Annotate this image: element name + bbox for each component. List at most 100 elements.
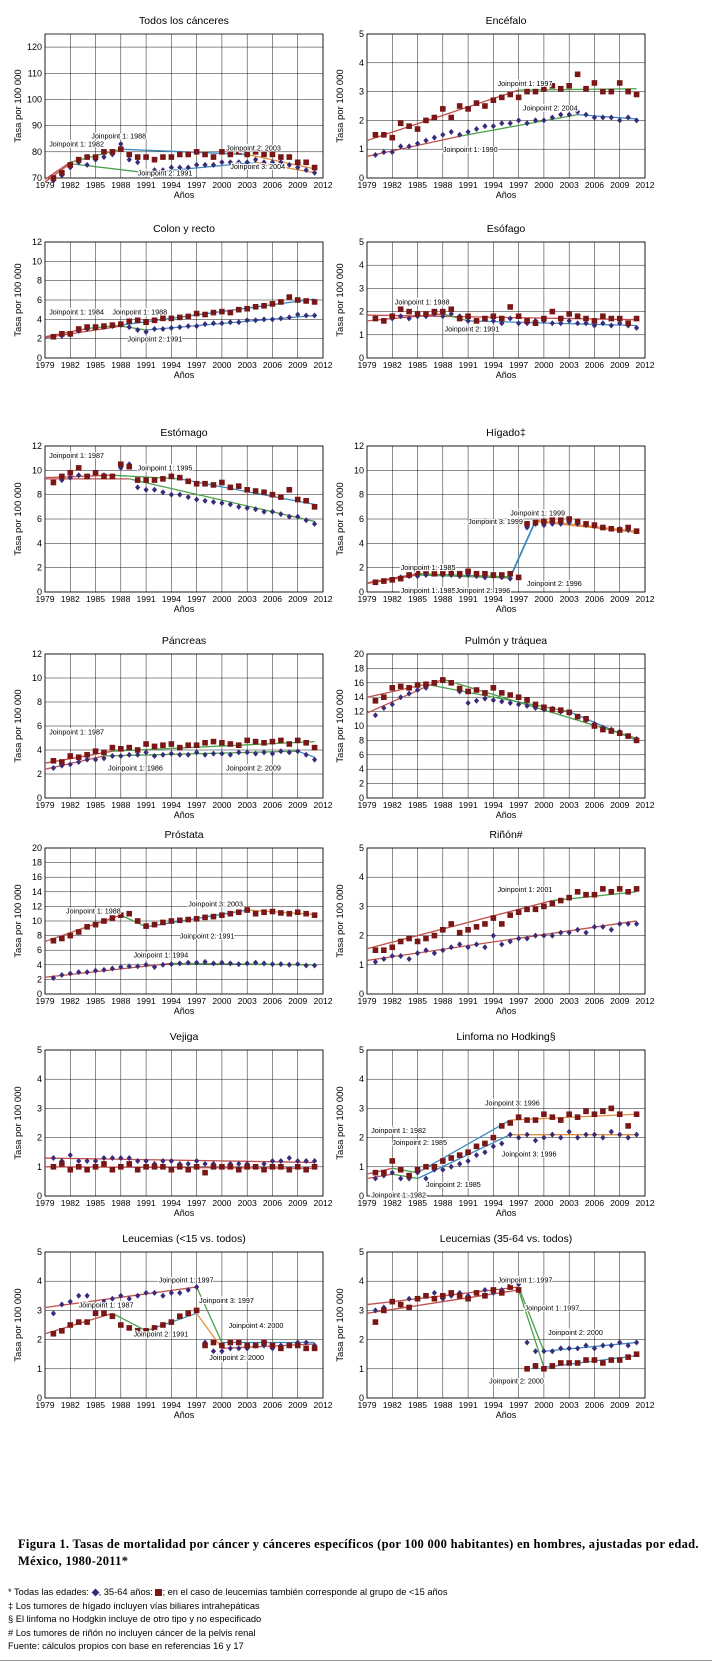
- data-point-diamond: [482, 1149, 488, 1156]
- data-point-diamond: [482, 1286, 488, 1293]
- x-tick-label: 1994: [162, 180, 181, 190]
- data-point-square: [633, 91, 640, 98]
- data-point-square: [261, 1166, 267, 1173]
- data-point-square: [608, 315, 615, 322]
- data-point-square: [633, 737, 640, 744]
- trend-segment: [196, 1312, 223, 1349]
- x-tick-label: 2009: [610, 1198, 629, 1208]
- data-point-square: [286, 1342, 293, 1349]
- data-point-diamond: [608, 1128, 614, 1135]
- data-point-diamond: [278, 511, 284, 518]
- joinpoint-annotation: Joinpoint 1: 1988: [395, 298, 450, 307]
- y-tick-label: 12: [354, 441, 364, 451]
- data-point-square: [608, 1357, 615, 1363]
- data-point-square: [473, 924, 480, 930]
- data-point-square: [185, 1166, 192, 1173]
- data-point-square: [440, 1293, 446, 1299]
- data-point-square: [252, 303, 259, 310]
- data-point-diamond: [398, 694, 404, 701]
- y-tick-label: 10: [32, 465, 42, 475]
- data-point-square: [456, 103, 463, 109]
- chart-12: 1979 1982 1985 1988 1991 1994 1997 2000 2003 2006…: [13, 1233, 333, 1420]
- data-point-square: [303, 497, 309, 504]
- data-point-square: [482, 103, 488, 109]
- data-point-square: [482, 921, 488, 927]
- y-axis-label: Tasa por 100 000: [13, 1086, 24, 1159]
- data-point-diamond: [499, 698, 505, 705]
- y-axis-label: Tasa por 100 000: [335, 482, 346, 555]
- x-tick-label: 1994: [162, 1198, 181, 1208]
- x-tick-label: 1994: [484, 996, 503, 1006]
- data-point-square: [59, 759, 65, 765]
- data-point-diamond: [372, 712, 379, 719]
- data-point-square: [515, 574, 522, 581]
- data-point-square: [151, 477, 158, 483]
- data-point-diamond: [591, 923, 598, 930]
- data-point-diamond: [608, 114, 614, 121]
- x-axis-label: Años: [496, 1006, 517, 1016]
- joinpoint-annotation: Joinpoint 2: 1991: [445, 324, 500, 333]
- data-point-diamond: [423, 571, 429, 578]
- y-tick-label: 10: [354, 465, 364, 475]
- x-tick-label: 1979: [357, 1198, 376, 1208]
- data-point-square: [541, 315, 547, 322]
- data-point-diamond: [490, 932, 496, 939]
- data-point-diamond: [558, 111, 564, 118]
- data-point-square: [252, 149, 259, 155]
- y-tick-label: 110: [28, 68, 42, 78]
- data-point-diamond: [101, 1298, 107, 1305]
- x-tick-label: 1979: [35, 996, 54, 1006]
- x-tick-label: 2012: [635, 594, 654, 604]
- x-tick-label: 2006: [263, 360, 282, 370]
- y-tick-label: 120: [27, 42, 42, 52]
- data-point-diamond: [219, 1348, 225, 1355]
- data-point-square: [381, 947, 387, 953]
- data-point-diamond: [135, 963, 141, 970]
- data-point-square: [269, 1164, 276, 1170]
- x-tick-label: 1985: [408, 594, 427, 604]
- data-point-square: [286, 741, 293, 747]
- data-point-square: [311, 504, 318, 510]
- data-point-square: [515, 694, 522, 700]
- joinpoint-annotation: Joinpoint 2: 1996: [455, 586, 510, 595]
- y-tick-label: 5: [359, 237, 364, 247]
- data-point-square: [557, 1360, 564, 1366]
- data-point-diamond: [558, 320, 564, 327]
- data-point-diamond: [143, 169, 149, 176]
- data-point-diamond: [168, 961, 174, 968]
- data-point-diamond: [76, 1157, 82, 1164]
- data-point-diamond: [381, 1304, 387, 1311]
- data-point-diamond: [194, 749, 200, 756]
- data-point-diamond: [372, 151, 379, 158]
- y-tick-label: 0: [37, 587, 42, 597]
- data-point-square: [84, 752, 90, 758]
- trend-segment: [366, 1173, 393, 1180]
- y-axis-label: Tasa por 100 000: [335, 689, 346, 762]
- data-point-diamond: [135, 159, 141, 166]
- bottom-rule: [0, 1660, 712, 1661]
- data-point-diamond: [118, 1292, 124, 1299]
- y-tick-label: 2: [359, 563, 364, 573]
- y-tick-label: 1: [359, 330, 364, 340]
- data-point-diamond: [465, 1157, 471, 1164]
- y-tick-label: 100: [27, 94, 42, 104]
- data-point-square: [75, 465, 82, 471]
- data-point-diamond: [311, 756, 318, 763]
- y-tick-label: 18: [354, 663, 364, 673]
- data-point-diamond: [566, 1128, 572, 1135]
- data-point-diamond: [372, 958, 379, 965]
- x-tick-label: 2006: [585, 360, 604, 370]
- data-point-square: [448, 1290, 455, 1296]
- data-point-diamond: [490, 123, 496, 130]
- data-point-square: [151, 156, 158, 163]
- data-point-diamond: [465, 699, 471, 706]
- x-tick-label: 1985: [86, 180, 105, 190]
- data-point-diamond: [219, 959, 225, 966]
- data-point-square: [448, 306, 455, 313]
- data-point-square: [406, 1304, 412, 1311]
- y-tick-label: 0: [359, 1191, 364, 1201]
- data-point-diamond: [261, 159, 267, 166]
- x-tick-label: 1988: [433, 594, 452, 604]
- data-point-diamond: [507, 575, 513, 582]
- data-point-square: [515, 94, 522, 101]
